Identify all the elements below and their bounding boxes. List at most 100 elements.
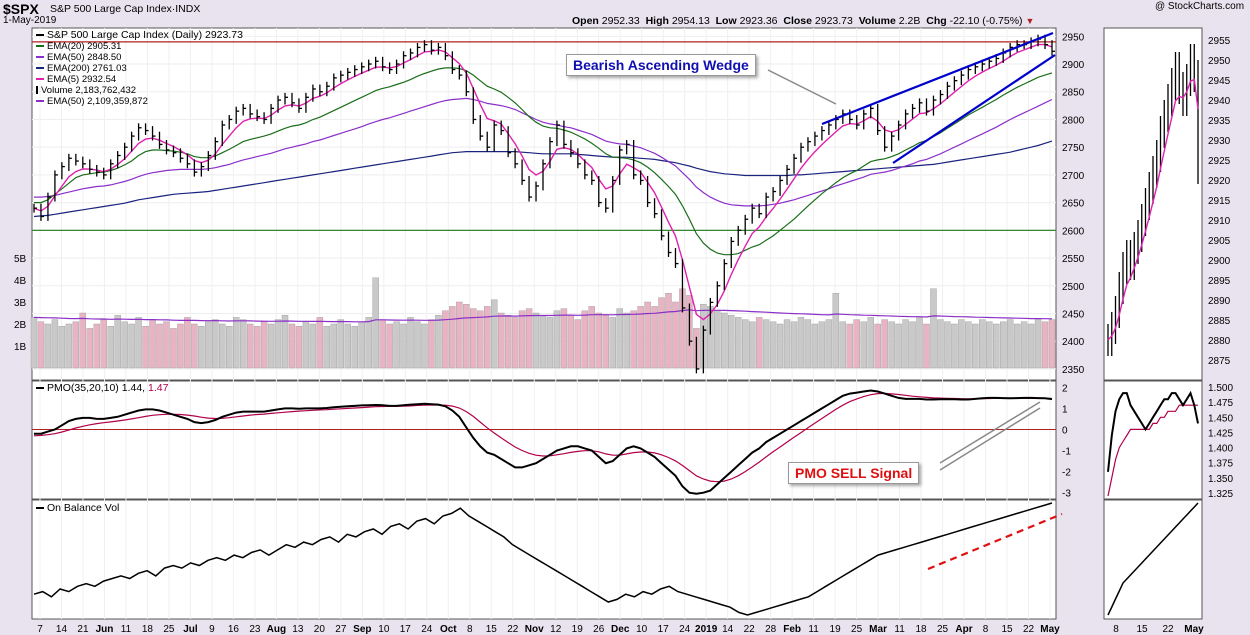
x-tick-label: 26 xyxy=(593,624,605,635)
volume-bar xyxy=(888,321,895,369)
price-bars xyxy=(33,34,1055,374)
x-tick-label: Sep xyxy=(353,624,371,635)
volume-bar xyxy=(895,323,902,369)
volume-bar xyxy=(958,319,965,369)
volume-bar xyxy=(972,323,979,369)
zoom-price-tick-label: 2885 xyxy=(1208,316,1231,327)
volume-bar xyxy=(1034,319,1042,369)
obv-panel xyxy=(31,499,1057,620)
wedge-lower-line xyxy=(892,54,1056,164)
volume-bar xyxy=(490,299,498,369)
volume-bar xyxy=(1013,323,1021,369)
legend-main-text: S&P 500 Large Cap Index (Daily) 2923.73 xyxy=(47,29,243,41)
volume-bar xyxy=(79,312,87,369)
volume-bar xyxy=(721,312,728,369)
volume-bar xyxy=(965,321,972,369)
change-label: Chg xyxy=(926,15,947,27)
pmo-pointer-1 xyxy=(939,401,1041,464)
volume-bar xyxy=(874,323,881,369)
volume-bar xyxy=(909,321,916,369)
volume-bar xyxy=(449,306,456,369)
volume-bar xyxy=(546,317,554,369)
volume-bar xyxy=(853,319,860,369)
volume-bar xyxy=(135,317,142,369)
volume-bar xyxy=(1048,319,1056,369)
watermark: @ StockCharts.com xyxy=(1155,1,1245,12)
volume-bar xyxy=(295,326,303,369)
volume-tick-label: 5B xyxy=(14,254,27,265)
zoom-price-tick-label: 2940 xyxy=(1208,96,1231,107)
volume-swatch xyxy=(36,86,38,95)
zoom-x-tick-label: 15 xyxy=(1136,624,1148,635)
volume-bars xyxy=(30,277,1056,369)
x-tick-label: Aug xyxy=(267,624,286,635)
volume-bar xyxy=(142,326,149,369)
volume-bar xyxy=(372,277,379,369)
volume-bar xyxy=(407,317,414,369)
volume-bar xyxy=(421,323,428,369)
legend-pmo-signal-value: 1.47 xyxy=(148,382,169,394)
volume-bar xyxy=(1020,321,1028,369)
close-label: Close xyxy=(783,15,812,27)
volume-bar xyxy=(400,323,407,369)
volume-bar xyxy=(51,319,59,369)
volume-bar xyxy=(832,293,840,369)
zoom-series xyxy=(1107,44,1199,616)
volume-label: Volume xyxy=(858,15,896,27)
ema50-swatch xyxy=(36,56,44,59)
volume-bar xyxy=(477,310,484,369)
zoom-x-tick-label: 8 xyxy=(1113,624,1119,635)
x-tick-label: 19 xyxy=(830,624,842,635)
volume-bar xyxy=(999,321,1007,369)
volume-bar xyxy=(1006,319,1014,369)
x-tick-label: 7 xyxy=(37,624,43,635)
pmo-pointer-2 xyxy=(939,407,1041,471)
ema200-line xyxy=(33,140,1053,218)
volume-ema-line xyxy=(33,309,1053,323)
volume-bar xyxy=(463,304,470,369)
volume-bar xyxy=(484,306,491,369)
ticker-symbol: $SPX xyxy=(3,1,39,17)
volume-bar xyxy=(846,323,853,369)
x-tick-label: Oct xyxy=(440,624,457,635)
volume-bar xyxy=(191,323,198,369)
volume-bar xyxy=(107,326,114,369)
volume-bar xyxy=(253,326,261,369)
volume-bar xyxy=(435,315,442,369)
volume-bar xyxy=(267,323,275,369)
pmo-tick-label: 0 xyxy=(1062,425,1068,436)
volume-bar xyxy=(825,319,833,369)
zoom-pmo-tick-label: 1.475 xyxy=(1208,398,1233,409)
zoom-pmo-tick-label: 1.375 xyxy=(1208,459,1233,470)
x-tick-label: 15 xyxy=(1001,624,1013,635)
volume-bar xyxy=(609,317,616,369)
volume-bar xyxy=(337,319,344,369)
zoom-price-tick-label: 2935 xyxy=(1208,116,1231,127)
legend-pmo: PMO(35,20,10) 1.44, 1.47 xyxy=(36,383,168,394)
x-tick-label: Nov xyxy=(525,624,544,635)
volume-bar xyxy=(428,319,435,369)
volume-bar xyxy=(588,306,596,369)
pmo-sell-annotation: PMO SELL Signal xyxy=(788,462,920,484)
zoom-price-tick-label: 2880 xyxy=(1208,336,1231,347)
zoom-pmo-tick-label: 1.400 xyxy=(1208,444,1233,455)
volume-bar xyxy=(776,323,784,369)
price-tick-label: 2500 xyxy=(1062,282,1085,293)
volume-bar xyxy=(358,321,365,369)
volume-bar xyxy=(714,310,721,369)
volume-bar xyxy=(665,293,672,369)
volume-bar xyxy=(930,288,937,369)
high-label: High xyxy=(645,15,669,27)
volume-bar xyxy=(386,323,393,369)
volume-bar xyxy=(470,308,477,369)
zoom-price-tick-label: 2950 xyxy=(1208,56,1231,67)
zoom-pmo-tick-label: 1.500 xyxy=(1208,383,1233,394)
x-tick-label: 15 xyxy=(486,624,498,635)
volume-bar xyxy=(72,321,80,369)
volume-bar xyxy=(511,317,519,369)
horizontal-lines xyxy=(32,41,1056,231)
volume-bar xyxy=(37,321,45,369)
volume-bar xyxy=(86,328,93,369)
zoom-obv-line xyxy=(1107,502,1199,616)
volume-bar xyxy=(149,319,156,369)
